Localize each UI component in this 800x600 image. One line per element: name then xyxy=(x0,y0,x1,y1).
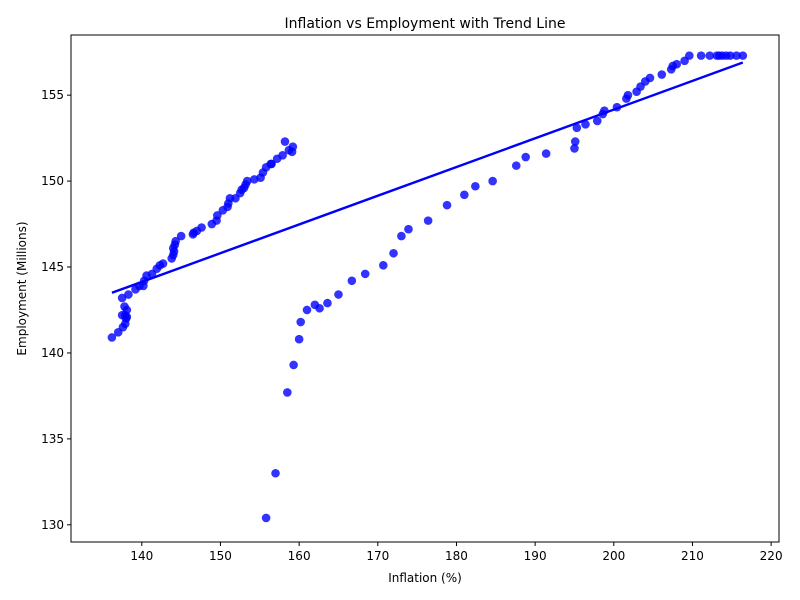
data-point xyxy=(612,102,622,112)
data-point xyxy=(471,181,480,191)
data-point xyxy=(176,231,186,241)
x-tick-label: 140 xyxy=(130,549,153,563)
y-tick-label: 130 xyxy=(41,518,64,532)
data-point xyxy=(120,302,129,311)
data-point xyxy=(347,276,357,286)
data-point xyxy=(705,51,715,60)
data-point xyxy=(289,360,298,370)
data-point xyxy=(124,290,133,299)
y-axis-ticks: 130 135 140 145 150 155 xyxy=(41,88,71,532)
y-axis-title: Employment (Millions) xyxy=(15,221,29,355)
data-point xyxy=(685,51,694,60)
data-point xyxy=(360,269,370,279)
y-tick-label: 135 xyxy=(41,432,64,446)
data-point xyxy=(171,236,180,246)
data-point xyxy=(267,159,276,169)
data-point xyxy=(592,116,602,126)
data-point xyxy=(213,211,222,220)
data-point xyxy=(460,190,469,200)
data-point xyxy=(423,216,433,225)
data-point xyxy=(732,51,741,60)
axes-frame xyxy=(70,34,780,543)
data-point xyxy=(278,151,287,160)
data-point xyxy=(442,200,452,210)
data-point xyxy=(280,137,290,146)
x-axis-ticks: 140 150 160 170 180 190 200 210 220 xyxy=(130,542,783,563)
data-point xyxy=(672,59,682,69)
data-point xyxy=(488,176,497,186)
x-tick-label: 180 xyxy=(445,549,468,563)
data-point xyxy=(323,298,332,308)
data-point xyxy=(288,142,298,152)
data-point xyxy=(581,120,590,129)
trend-line-layer xyxy=(111,61,744,294)
y-tick-label: 155 xyxy=(41,88,64,102)
data-point xyxy=(541,149,551,158)
x-tick-label: 210 xyxy=(681,549,704,563)
data-point xyxy=(570,144,579,153)
data-point xyxy=(315,303,324,313)
data-point xyxy=(572,123,582,133)
data-point xyxy=(158,259,168,268)
data-point xyxy=(623,90,633,100)
x-tick-label: 190 xyxy=(524,549,547,563)
data-point xyxy=(657,70,667,79)
chart-title: Inflation vs Employment with Trend Line xyxy=(285,16,566,32)
data-point xyxy=(117,293,127,303)
x-tick-label: 200 xyxy=(602,549,625,563)
y-tick-label: 140 xyxy=(41,346,64,360)
data-point xyxy=(725,51,735,60)
data-point xyxy=(261,513,271,523)
data-point xyxy=(738,51,748,60)
data-point xyxy=(107,333,117,342)
data-point xyxy=(645,73,655,83)
y-tick-label: 150 xyxy=(41,174,64,188)
x-tick-label: 160 xyxy=(288,549,311,563)
data-point xyxy=(570,137,580,146)
data-point xyxy=(696,51,706,60)
x-tick-label: 150 xyxy=(209,549,232,563)
y-tick-label: 145 xyxy=(41,260,64,274)
data-point xyxy=(521,152,530,162)
x-axis-title: Inflation (%) xyxy=(388,571,462,585)
data-point xyxy=(271,468,280,478)
x-tick-label: 170 xyxy=(366,549,389,563)
data-point xyxy=(600,106,609,115)
data-point xyxy=(389,248,398,258)
data-point xyxy=(294,334,304,344)
data-point xyxy=(397,231,406,241)
data-point xyxy=(334,290,343,299)
data-point xyxy=(242,176,252,186)
data-point xyxy=(511,161,521,170)
data-point xyxy=(404,224,413,234)
scatter-points-layer xyxy=(107,51,748,523)
trend-line xyxy=(111,61,744,294)
data-point xyxy=(283,388,292,397)
x-tick-label: 220 xyxy=(760,549,783,563)
data-point xyxy=(302,305,312,315)
data-point xyxy=(379,260,388,270)
data-point xyxy=(296,317,306,327)
data-point xyxy=(197,223,206,232)
